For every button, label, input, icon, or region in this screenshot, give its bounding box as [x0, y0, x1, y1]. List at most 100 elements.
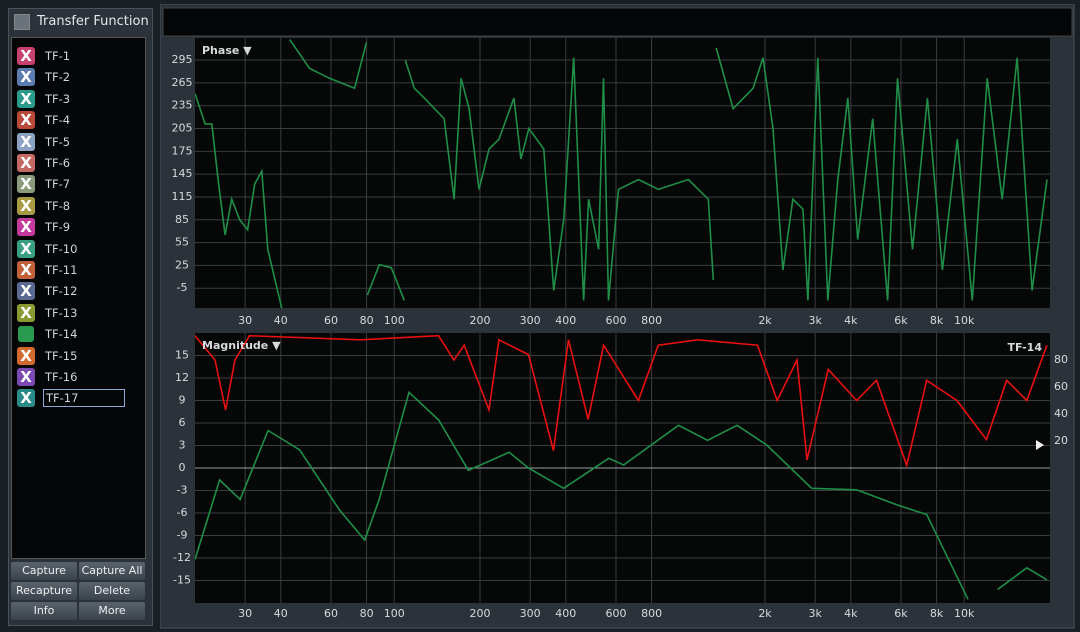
- tf-icon[interactable]: X: [17, 196, 35, 215]
- y-tick-label: 0: [179, 461, 186, 474]
- tf-item[interactable]: X TF-12: [17, 282, 79, 301]
- button[interactable]: Info: [11, 602, 77, 620]
- x-tick-label: 600: [605, 314, 626, 327]
- tf-icon[interactable]: X: [17, 47, 35, 65]
- x-tick-label: 40: [274, 607, 288, 620]
- tf-item[interactable]: X TF-11: [17, 261, 79, 279]
- y2-tick-label: 80: [1054, 353, 1068, 366]
- tf-item[interactable]: X TF-10: [17, 239, 79, 258]
- plot-traces: [195, 39, 1048, 308]
- tf-icon[interactable]: X: [17, 239, 35, 258]
- tf-label[interactable]: TF-16: [45, 370, 78, 384]
- tf-item[interactable]: X TF-9: [17, 218, 72, 237]
- tf-icon[interactable]: X: [17, 218, 35, 237]
- x-tick-label: 4k: [844, 607, 858, 620]
- y-tick-label: 3: [179, 439, 186, 452]
- tf-label[interactable]: TF-14: [45, 327, 78, 342]
- tf-icon[interactable]: X: [17, 389, 35, 408]
- tf-label[interactable]: TF-12: [45, 284, 78, 299]
- tf-item[interactable]: X TF-3: [17, 89, 72, 108]
- x-tick-label: 10k: [954, 607, 975, 620]
- tf-item[interactable]: X TF-6: [17, 154, 72, 172]
- button-group: Capture Capture All Recapture Delete Info Mor…: [11, 562, 145, 620]
- tf-item[interactable]: X TF-15: [17, 346, 79, 365]
- tf-label[interactable]: TF-3: [45, 91, 71, 106]
- button[interactable]: Delete: [79, 582, 145, 600]
- tf-icon[interactable]: X: [17, 368, 35, 386]
- y-tick-label: 295: [172, 53, 193, 66]
- tf-label[interactable]: TF-7: [45, 177, 71, 192]
- tf-label[interactable]: TF-15: [45, 348, 78, 363]
- tf-item[interactable]: X TF-17: [17, 389, 125, 408]
- tf-icon[interactable]: [18, 326, 34, 343]
- checkbox[interactable]: [14, 14, 30, 30]
- tf-label[interactable]: TF-11: [45, 263, 78, 277]
- x-tick-label: 300: [520, 607, 541, 620]
- tf-label[interactable]: TF-9: [45, 220, 71, 235]
- tf-label[interactable]: TF-5: [45, 134, 71, 149]
- y-tick-label: -15: [173, 574, 191, 587]
- phase-plot: [195, 38, 1050, 308]
- x-tick-label: 60: [324, 314, 338, 327]
- x-tick-label: 30: [238, 314, 252, 327]
- tf-item[interactable]: X TF-1: [17, 47, 72, 65]
- x-tick-label: 400: [555, 314, 576, 327]
- tf-label[interactable]: TF-4: [45, 113, 71, 128]
- x-tick-label: 80: [360, 314, 374, 327]
- button[interactable]: More: [79, 602, 145, 620]
- sidebar-title: Transfer Function: [37, 14, 149, 29]
- tf-label[interactable]: TF-1: [45, 49, 71, 63]
- tf-icon[interactable]: X: [17, 154, 35, 172]
- tf-icon[interactable]: X: [17, 303, 35, 322]
- x-tick-label: 6k: [894, 607, 908, 620]
- y-tick-label: 235: [172, 99, 193, 112]
- tf-item[interactable]: X TF-2: [17, 68, 72, 87]
- tf-label[interactable]: TF-13: [45, 305, 78, 320]
- tf-item[interactable]: X TF-5: [17, 132, 72, 151]
- tf-icon[interactable]: X: [17, 89, 35, 108]
- tf-label[interactable]: TF-8: [45, 198, 71, 213]
- y-tick-label: 175: [172, 144, 193, 157]
- x-tick-label: 2k: [758, 314, 772, 327]
- magnitude-chart: 30 40 60 80 100 200 300 400 600 800 2k 3k 4k 6k 8k 10k1…: [173, 333, 1068, 620]
- tf-item[interactable]: X TF-4: [17, 111, 72, 130]
- tf-label[interactable]: TF-2: [45, 70, 71, 85]
- trace-offset-handle[interactable]: [1036, 440, 1044, 450]
- tf-item[interactable]: X TF-7: [17, 175, 72, 194]
- tf-icon[interactable]: X: [17, 68, 35, 87]
- plot-traces: [195, 334, 1048, 600]
- tf-label[interactable]: TF-10: [45, 241, 78, 256]
- button[interactable]: Capture: [11, 562, 77, 580]
- tf-icon[interactable]: X: [17, 282, 35, 301]
- x-tick-label: 80: [360, 607, 374, 620]
- top-bar: [162, 7, 1073, 37]
- x-tick-label: 300: [520, 314, 541, 327]
- x-tick-label: 60: [324, 607, 338, 620]
- button[interactable]: Capture All: [79, 562, 145, 580]
- y-tick-label: -3: [177, 484, 188, 497]
- tf-icon[interactable]: X: [17, 346, 35, 365]
- tf-list: X TF-1 X TF-2 X TF-3 X TF-4 X TF-5 X TF-6 X TF-7 X TF-8…: [11, 37, 146, 559]
- y-tick-label: 12: [175, 371, 189, 384]
- button[interactable]: Recapture: [11, 582, 77, 600]
- sidebar: Transfer Function X TF-1 X TF-2 X TF-3 X TF-4 X T…: [8, 8, 153, 626]
- x-tick-label: 2k: [758, 607, 772, 620]
- tf-item[interactable]: X TF-8: [17, 196, 72, 215]
- tf-icon[interactable]: X: [17, 111, 35, 130]
- tf-icon[interactable]: X: [17, 175, 35, 194]
- y2-tick-label: 60: [1054, 380, 1068, 393]
- x-tick-label: 8k: [930, 314, 944, 327]
- x-tick-label: 3k: [808, 607, 822, 620]
- tf-icon[interactable]: X: [17, 132, 35, 151]
- x-tick-label: 40: [274, 314, 288, 327]
- tf-label[interactable]: TF-6: [45, 156, 71, 170]
- y-tick-label: -6: [177, 506, 188, 519]
- tf-label[interactable]: TF-17: [43, 389, 125, 408]
- tf-icon[interactable]: X: [17, 261, 35, 279]
- tf-item[interactable]: TF-14: [17, 325, 79, 343]
- x-tick-label: 10k: [954, 314, 975, 327]
- y-tick-label: 115: [172, 190, 193, 203]
- tf-item[interactable]: X TF-13: [17, 303, 79, 322]
- tf-item[interactable]: X TF-16: [17, 368, 79, 386]
